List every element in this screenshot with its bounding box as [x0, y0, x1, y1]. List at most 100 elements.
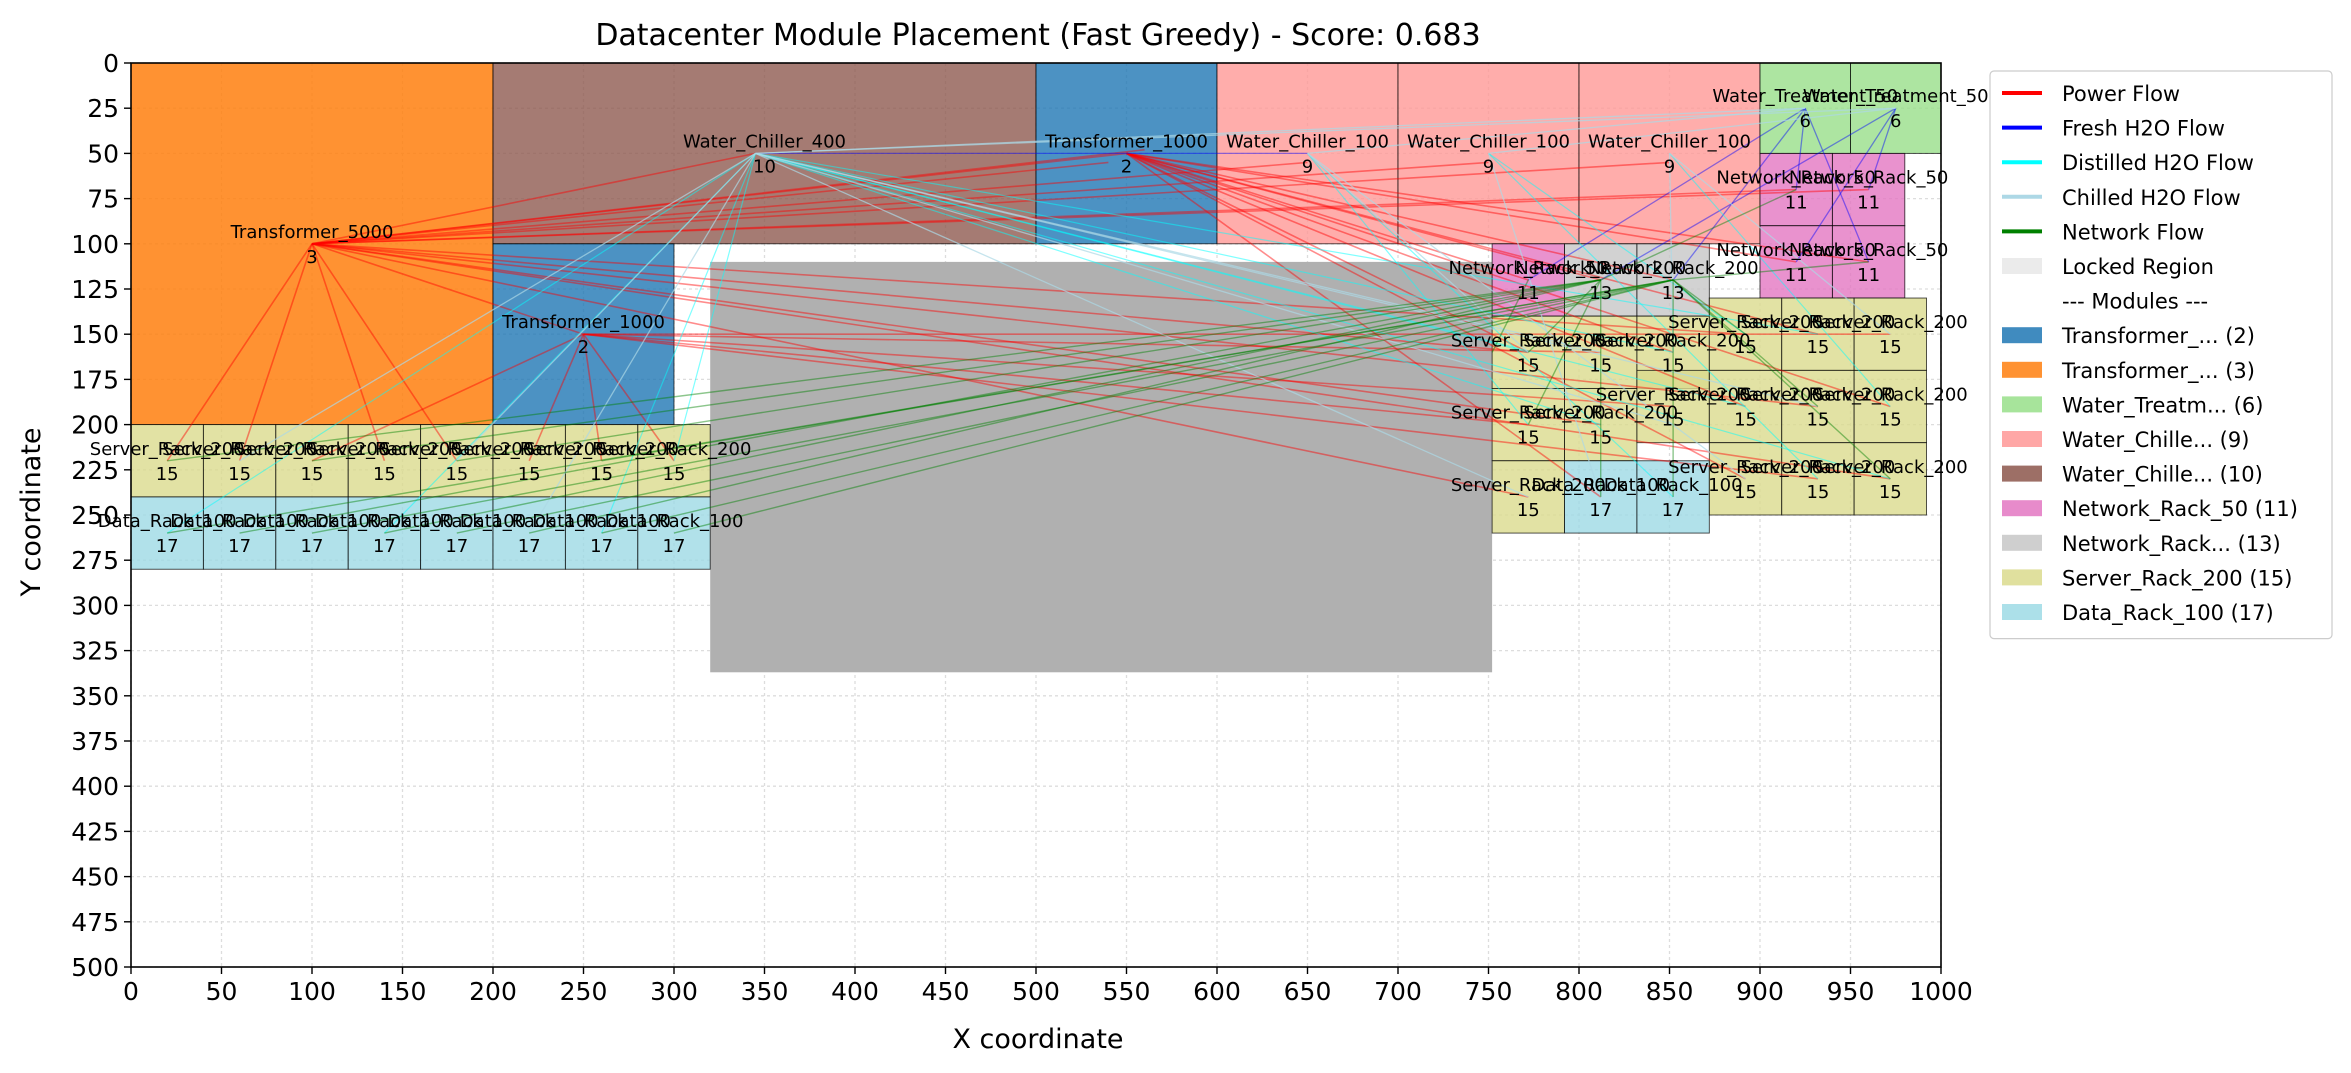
flow-line-network [1491, 279, 1529, 353]
module-id-label: 17 [228, 536, 251, 557]
module-id-label: 10 [753, 156, 776, 177]
module-rect [1035, 62, 1218, 245]
flow-line-distilled [1488, 152, 1746, 335]
y-tick-label: 500 [71, 953, 119, 982]
module-id-label: 9 [1664, 156, 1675, 177]
module-id-label: 15 [228, 464, 251, 485]
legend-entry-label: Transformer_... (2) [2061, 324, 2255, 349]
module-name-label: Network_Rack_50 [1789, 240, 1949, 261]
module-rect [275, 424, 349, 498]
module-id-label: 15 [1517, 500, 1540, 521]
flow-line-power [311, 243, 584, 335]
x-tick-label: 450 [922, 977, 970, 1006]
legend-patch-swatch [2002, 465, 2042, 482]
module-id-label: 9 [1483, 156, 1494, 177]
legend-patch-swatch [2002, 258, 2042, 274]
module-id-label: 15 [663, 464, 686, 485]
module-name-label: Server_Rack_200 [1668, 385, 1823, 406]
flow-line-network [1673, 261, 1869, 281]
module-id-label: 15 [1806, 482, 1829, 503]
legend-entry-label: Network Flow [2062, 220, 2204, 244]
module-id-label: 15 [1734, 337, 1757, 358]
module-name-label: Water_Chiller_100 [1588, 131, 1751, 152]
module-id-label: 15 [1517, 355, 1540, 376]
module-id-label: 15 [1879, 337, 1902, 358]
x-tick-label: 700 [1374, 977, 1422, 1006]
module-name-label: Water_Chiller_100 [1407, 131, 1570, 152]
flow-line-chilled [755, 107, 1896, 155]
x-tick-label: 250 [560, 977, 608, 1006]
flow-line-chilled [1307, 152, 1746, 480]
module-name-label: Data_Rack_100 [460, 511, 599, 532]
legend: Power Flow Fresh H2O Flow Distilled H2O Fl… [1989, 70, 2333, 640]
flow-line-distilled [1307, 153, 1529, 425]
x-tick-label: 800 [1555, 977, 1603, 1006]
flow-line-chilled [1487, 153, 1602, 498]
flow-line-network [456, 279, 1674, 534]
module-name-label: Data_Rack_100 [1531, 475, 1670, 496]
x-tick-label: 150 [379, 977, 427, 1006]
x-tick-label: 300 [650, 977, 698, 1006]
legend-entry-label: Fresh H2O Flow [2062, 117, 2225, 141]
y-tick-label: 75 [87, 185, 119, 214]
flow-line-power [311, 161, 1308, 245]
module-rect [420, 496, 494, 570]
module-label-layer: Transformer_5000 3 Water_Chiller_400 10 Tran… [90, 86, 1989, 557]
flow-line-network [1527, 279, 1602, 353]
module-rect [1636, 243, 1710, 317]
flow-line-network [167, 279, 1601, 462]
module-rect [492, 243, 675, 426]
flow-line-network [529, 279, 1601, 534]
legend-entry-label: Power Flow [2062, 82, 2180, 106]
flow-layer [166, 107, 1897, 534]
flow-line-network [1672, 279, 1891, 480]
module-id-label: 15 [1517, 428, 1540, 449]
module-rect [1831, 152, 1906, 227]
module-name-label: Transformer_5000 [230, 222, 394, 243]
legend-entry-label: Data_Rack_100 (17) [2062, 601, 2274, 626]
flow-line-fresh [1804, 107, 1870, 263]
flow-line-power [166, 243, 313, 462]
flow-line-fresh [1527, 107, 1806, 281]
y-tick-label: 100 [71, 230, 119, 259]
module-name-label: Network_Rack_200 [1588, 258, 1759, 279]
module-name-label: Network_Rack_50 [1716, 168, 1876, 189]
module-name-label: Water_Treatment_50 [1803, 86, 1989, 107]
flow-line-network [1600, 188, 1797, 281]
module-id-label: 17 [1662, 500, 1685, 521]
module-id-label: 17 [156, 536, 179, 557]
module-id-label: 11 [1857, 265, 1880, 286]
module-rect [202, 496, 277, 570]
module-name-label: Server_Rack_200 [1523, 403, 1678, 424]
x-tick-label: 750 [1465, 977, 1513, 1006]
module-id-label: 15 [301, 464, 324, 485]
flow-line-power [311, 243, 458, 462]
module-id-label: 17 [590, 536, 613, 557]
flow-line-power [311, 243, 1529, 498]
legend-patch-swatch [2002, 604, 2042, 620]
y-tick-label: 375 [71, 727, 119, 756]
locked-region [710, 261, 1493, 673]
flow-line-power [311, 243, 386, 462]
legend-patch-swatch [2002, 569, 2042, 586]
flow-line-network [601, 279, 1674, 534]
y-tick-label: 475 [71, 908, 119, 937]
module-id-label: 11 [1785, 265, 1808, 286]
flow-line-network [167, 279, 1674, 534]
module-id-label: 15 [373, 464, 396, 485]
flow-line-network [456, 279, 1601, 462]
module-name-label: Water_Chiller_400 [683, 131, 846, 152]
x-tick-label: 400 [831, 977, 879, 1006]
module-id-label: 13 [1662, 283, 1685, 304]
module-name-label: Data_Rack_100 [170, 511, 309, 532]
module-id-label: 15 [1879, 482, 1902, 503]
flow-line-power [1126, 152, 1797, 263]
module-id-label: 15 [1662, 410, 1685, 431]
x-tick-label: 500 [1012, 977, 1060, 1006]
module-name-label: Network_Rack_50 [1449, 258, 1609, 279]
legend-patch-swatch [2002, 534, 2042, 551]
flow-line-power [311, 243, 1746, 335]
flow-line-network [1672, 279, 1819, 408]
module-id-label: 15 [1589, 355, 1612, 376]
module-name-label: Data_Rack_100 [243, 511, 382, 532]
